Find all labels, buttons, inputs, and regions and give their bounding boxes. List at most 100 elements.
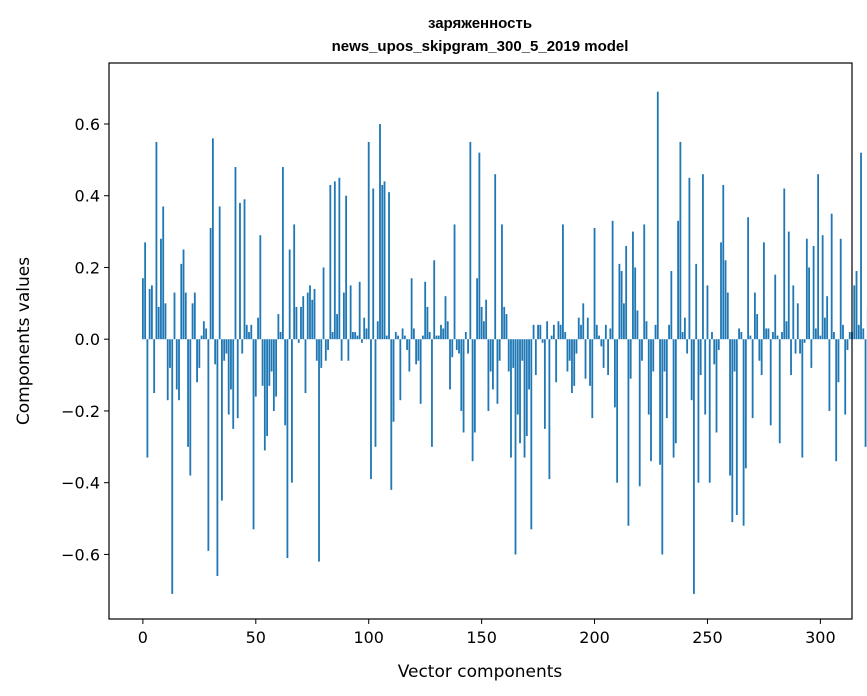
bar-component-301 [821,235,824,340]
bar-component-106 [381,184,384,340]
bar-component-44 [241,339,244,354]
bar-component-59 [275,339,278,397]
bar-component-77 [315,339,318,361]
bar-component-178 [543,339,546,429]
bar-component-186 [562,224,564,340]
x-tick-label: 200 [579,628,610,647]
bar-component-192 [575,339,578,354]
bar-component-14 [173,292,176,340]
y-tick-label: 0.0 [75,330,100,349]
bar-component-13 [171,339,174,594]
bar-component-155 [492,339,494,390]
bar-component-54 [263,339,266,451]
bar-component-139 [455,339,458,350]
bar-component-308 [837,339,840,383]
bars-group [141,91,867,594]
bar-component-96 [358,281,361,340]
bar-component-107 [383,181,386,340]
bar-component-213 [623,303,625,340]
bar-component-138 [453,224,456,340]
bar-component-29 [207,339,210,551]
bar-component-102 [372,188,375,340]
bar-component-275 [763,242,765,340]
y-tick-label: −0.2 [61,402,100,421]
bar-component-254 [715,339,718,433]
bar-component-265 [740,332,743,340]
bar-component-297 [812,245,815,340]
x-tick-label: 300 [805,628,836,647]
bar-component-2 [146,339,149,458]
bar-component-170 [525,339,528,437]
y-axis-ticks: −0.6 −0.4 −0.2 0.0 0.2 0.4 0.6 [61,115,109,564]
bar-component-145 [469,141,472,340]
bar-component-173 [532,324,535,340]
bar-component-262 [733,339,736,372]
bar-component-136 [449,339,451,390]
bar-component-310 [842,324,844,340]
bar-component-228 [656,91,659,340]
bar-component-115 [401,328,404,340]
bar-component-252 [711,332,713,340]
bar-component-66 [291,339,293,483]
bar-component-223 [645,321,648,340]
bar-component-26 [200,335,203,340]
bar-component-200 [593,228,596,340]
bar-component-256 [720,242,722,340]
bar-component-147 [473,339,476,433]
bar-component-280 [774,274,777,340]
bar-component-317 [857,324,860,340]
bar-component-24 [196,339,198,383]
bar-component-63 [284,339,287,426]
bar-component-7 [157,306,160,340]
bar-component-162 [507,339,510,372]
bar-component-207 [609,328,612,340]
bar-component-95 [356,335,359,340]
bar-component-258 [724,260,727,340]
bar-component-295 [808,267,810,340]
bar-component-164 [512,339,515,368]
bar-component-194 [580,324,582,340]
bar-component-88 [340,339,343,361]
bar-component-124 [422,335,424,340]
bar-component-142 [462,339,465,433]
bar-component-82 [327,339,329,350]
bar-component-298 [814,328,817,340]
bar-component-55 [266,339,268,437]
bar-component-46 [245,324,248,340]
bar-component-133 [442,328,445,340]
bar-component-235 [672,339,675,458]
bar-component-103 [374,339,377,447]
bar-component-239 [681,332,684,340]
bar-component-11 [166,339,169,401]
bar-component-1 [144,242,147,340]
bar-component-89 [342,292,345,340]
bar-component-81 [324,339,327,361]
bar-component-196 [584,339,587,379]
y-tick-label: −0.6 [61,545,100,564]
bar-component-166 [516,339,519,415]
bar-component-45 [243,199,246,340]
bar-component-312 [846,339,849,350]
bar-component-181 [550,335,553,340]
bar-component-315 [853,285,856,340]
bar-component-283 [781,332,783,340]
bar-component-85 [333,181,336,340]
bar-component-176 [539,324,542,340]
bar-component-241 [686,339,689,354]
y-tick-label: 0.4 [75,187,100,206]
bar-component-212 [620,271,623,340]
bar-component-287 [790,339,792,376]
bar-component-234 [670,271,673,340]
bar-component-72 [304,339,307,394]
bar-component-255 [717,339,720,350]
bar-component-151 [482,321,485,340]
bar-component-177 [541,339,544,343]
bar-component-19 [184,292,187,340]
bar-component-109 [388,192,390,340]
bar-component-15 [175,339,178,390]
bar-component-319 [862,328,865,340]
bar-component-94 [354,332,357,340]
bar-component-189 [568,339,571,361]
bar-component-68 [295,306,298,340]
bar-component-135 [446,321,449,340]
